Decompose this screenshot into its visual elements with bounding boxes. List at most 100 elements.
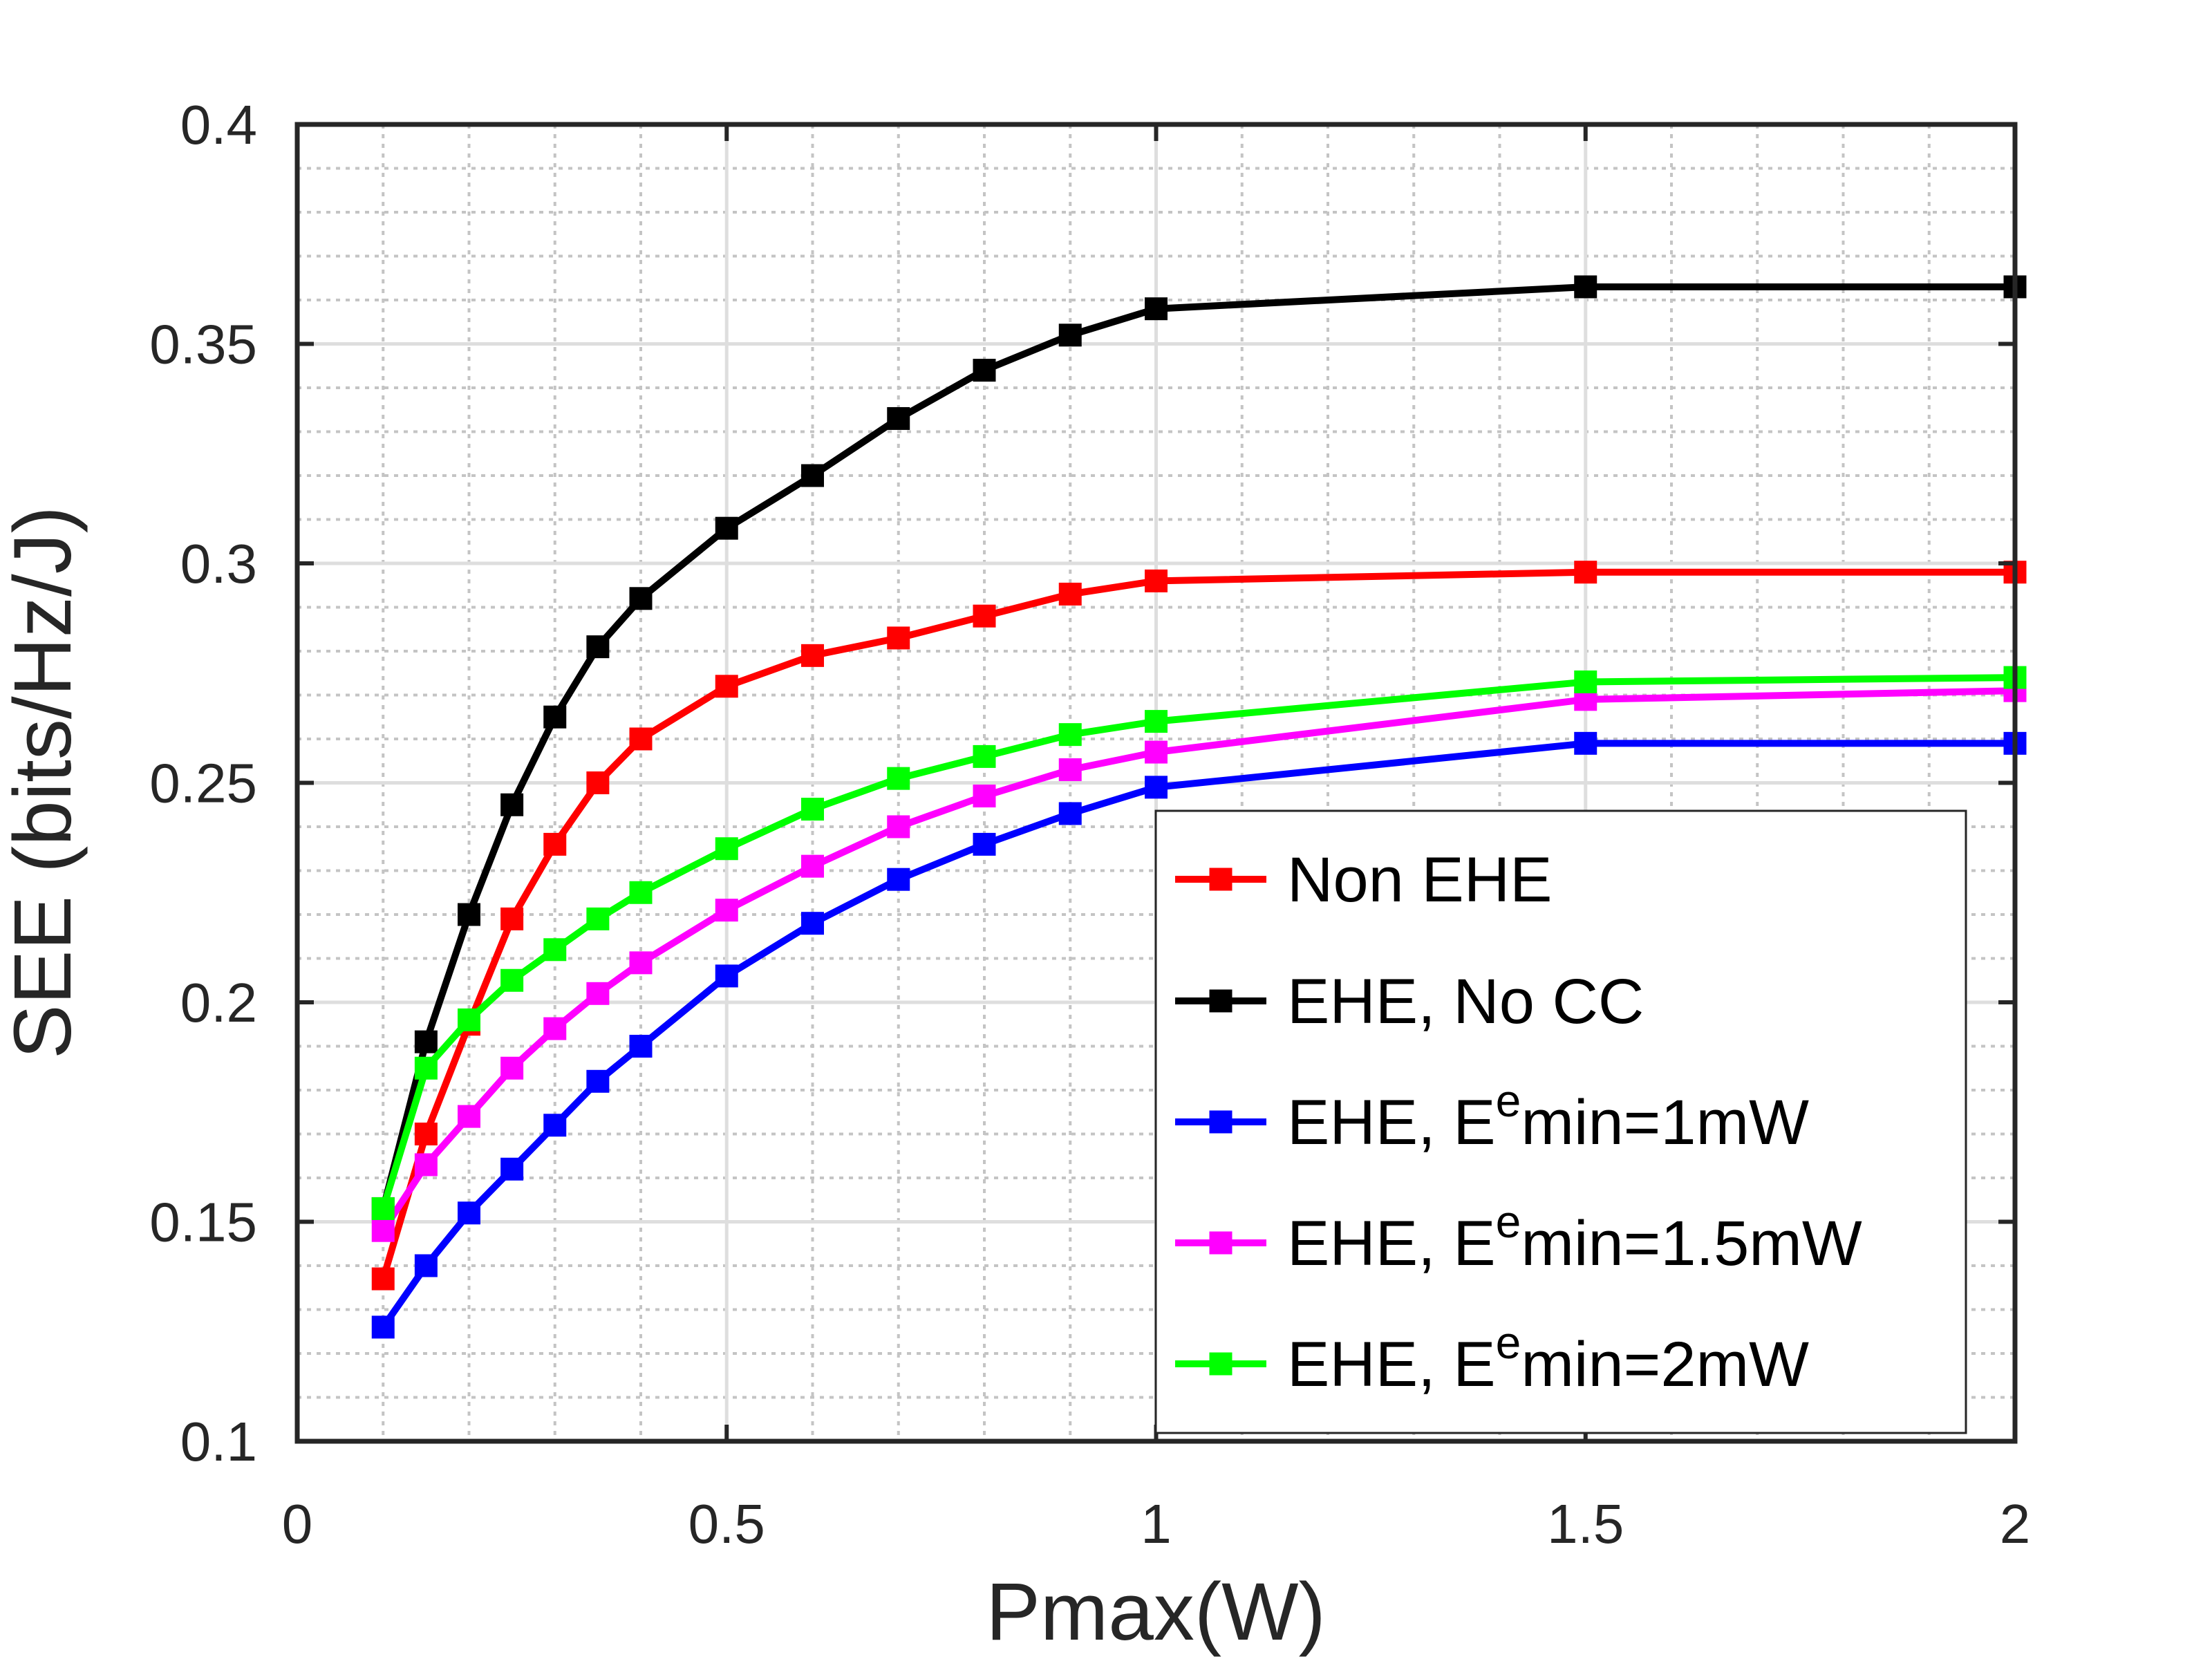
- data-point: [629, 881, 653, 904]
- data-point: [543, 832, 567, 856]
- series-ehe-e-e-min-1mw: [371, 731, 2027, 1339]
- data-point: [1145, 297, 1168, 321]
- data-point: [371, 1219, 395, 1242]
- data-point: [715, 675, 738, 698]
- data-point: [414, 1123, 438, 1145]
- data-point: [973, 359, 996, 382]
- legend: Non EHE EHE, No CC EHE, Eemin=1mW EHE, Eemi…: [1154, 809, 1967, 1434]
- legend-marker: [1209, 1231, 1232, 1255]
- data-point: [1058, 802, 1082, 825]
- data-point: [887, 406, 910, 430]
- x-axis-label: Pmax(W): [986, 1566, 1326, 1658]
- data-point: [801, 912, 824, 935]
- series-ehe-e-e-min-2mw: [371, 666, 2027, 1220]
- legend-entry: EHE, No CC: [1175, 966, 1644, 1037]
- y-tick-label: 0.2: [180, 972, 257, 1033]
- data-point: [500, 1157, 524, 1181]
- data-point: [414, 1030, 438, 1053]
- y-tick-label: 0.3: [180, 533, 257, 594]
- data-point: [629, 951, 653, 975]
- data-point: [1058, 582, 1082, 606]
- data-point: [414, 1254, 438, 1277]
- data-point: [586, 635, 610, 659]
- legend-label: Non EHE: [1287, 845, 1553, 915]
- data-point: [1574, 561, 1597, 584]
- data-point: [500, 1056, 524, 1080]
- data-point: [629, 727, 653, 751]
- data-point: [887, 815, 910, 838]
- data-point: [973, 744, 996, 768]
- data-point: [801, 854, 824, 878]
- legend-marker: [1209, 1110, 1232, 1134]
- y-tick-label: 0.4: [180, 94, 257, 156]
- x-tick-label: 2: [2000, 1493, 2031, 1555]
- y-tick-labels: 0.1 0.15 0.2 0.25 0.3 0.35 0.4: [149, 94, 257, 1472]
- y-axis-label: SEE (bits/Hz/J): [0, 506, 88, 1059]
- y-tick-label: 0.35: [149, 314, 257, 375]
- data-point: [543, 938, 567, 962]
- x-tick-label: 0: [282, 1493, 313, 1555]
- data-point: [458, 1201, 480, 1225]
- data-point: [887, 868, 910, 891]
- data-point: [1145, 776, 1168, 799]
- data-point: [973, 785, 996, 808]
- data-point: [1574, 731, 1597, 755]
- data-point: [586, 771, 610, 794]
- legend-label: EHE, Eemin=1.5mW: [1287, 1196, 1862, 1279]
- data-point: [371, 1197, 395, 1220]
- data-point: [371, 1315, 395, 1339]
- series-layer: [371, 275, 2027, 1339]
- series-ehe-e-e-min-1-5mw: [371, 679, 2027, 1242]
- data-point: [801, 464, 824, 487]
- legend-box: [1154, 809, 1967, 1434]
- data-point: [715, 516, 738, 540]
- y-tick-label: 0.25: [149, 753, 257, 814]
- data-point: [586, 907, 610, 930]
- data-point: [715, 964, 738, 988]
- data-point: [715, 837, 738, 861]
- legend-entry: EHE, Eemin=2mW: [1175, 1317, 1809, 1400]
- data-point: [1574, 670, 1597, 693]
- data-point: [629, 587, 653, 610]
- data-point: [1058, 324, 1082, 347]
- data-point: [543, 705, 567, 729]
- data-point: [629, 1035, 653, 1058]
- data-point: [715, 899, 738, 922]
- data-point: [973, 832, 996, 856]
- data-point: [1145, 569, 1168, 592]
- legend-label: EHE, Eemin=2mW: [1287, 1317, 1809, 1400]
- data-point: [1058, 723, 1082, 747]
- data-point: [500, 968, 524, 992]
- data-point: [543, 1114, 567, 1137]
- series-ehe-no-cc: [371, 275, 2027, 1220]
- legend-label: EHE, Eemin=1mW: [1287, 1075, 1809, 1158]
- data-point: [586, 1069, 610, 1093]
- data-point: [973, 604, 996, 628]
- legend-label: EHE, No CC: [1287, 966, 1644, 1037]
- data-point: [500, 793, 524, 816]
- data-point: [458, 903, 480, 926]
- y-tick-label: 0.15: [149, 1192, 257, 1253]
- data-point: [586, 982, 610, 1005]
- legend-marker: [1209, 1352, 1232, 1376]
- data-point: [543, 1017, 567, 1040]
- data-point: [1058, 758, 1082, 781]
- legend-marker: [1209, 989, 1232, 1013]
- y-tick-label: 0.1: [180, 1411, 257, 1472]
- data-point: [414, 1056, 438, 1080]
- data-point: [887, 626, 910, 650]
- data-point: [458, 1008, 480, 1031]
- legend-marker: [1209, 868, 1232, 891]
- legend-entry: EHE, Eemin=1mW: [1175, 1075, 1809, 1158]
- x-tick-label: 1: [1141, 1493, 1172, 1555]
- data-point: [500, 907, 524, 930]
- x-tick-label: 0.5: [688, 1493, 765, 1555]
- data-point: [1574, 275, 1597, 299]
- data-point: [1145, 740, 1168, 764]
- data-point: [887, 767, 910, 790]
- x-tick-label: 1.5: [1547, 1493, 1624, 1555]
- data-point: [801, 798, 824, 821]
- data-point: [1145, 710, 1168, 733]
- data-point: [414, 1153, 438, 1177]
